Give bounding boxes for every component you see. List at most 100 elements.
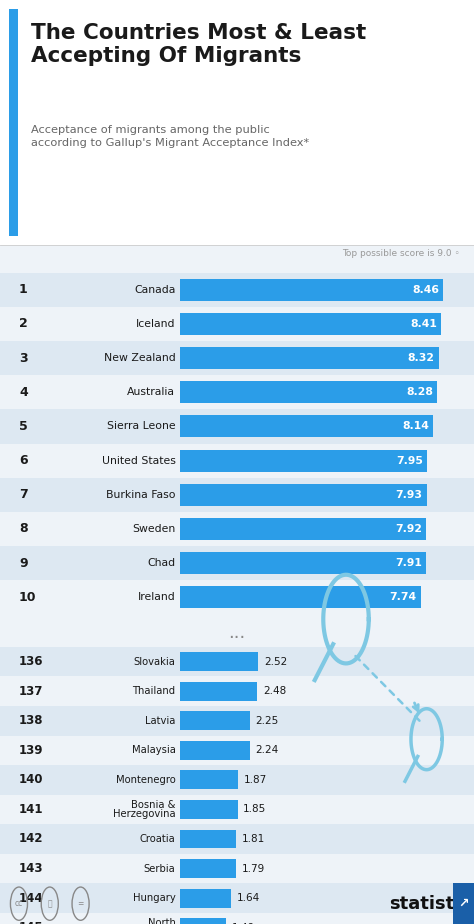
Text: 1.81: 1.81 <box>242 834 265 844</box>
Text: Acceptance of migrants among the public
according to Gallup's Migrant Acceptance: Acceptance of migrants among the public … <box>31 125 309 148</box>
Bar <box>180 382 438 403</box>
Bar <box>180 889 231 907</box>
Bar <box>180 553 426 574</box>
Text: 8.14: 8.14 <box>402 421 429 432</box>
Text: 7: 7 <box>19 488 27 502</box>
Text: 8.46: 8.46 <box>412 285 439 295</box>
Bar <box>180 518 426 540</box>
Text: Malaysia: Malaysia <box>131 746 175 755</box>
Text: =: = <box>77 899 84 908</box>
Text: Montenegro: Montenegro <box>116 775 175 784</box>
Bar <box>0 478 474 512</box>
Text: 141: 141 <box>19 803 44 816</box>
Bar <box>0 546 474 580</box>
Text: 10: 10 <box>19 590 36 604</box>
Bar <box>180 484 427 505</box>
Bar <box>180 416 433 437</box>
Text: New Zealand: New Zealand <box>104 353 175 363</box>
Text: 6: 6 <box>19 454 27 468</box>
Text: 138: 138 <box>19 714 44 727</box>
Text: 1.64: 1.64 <box>237 894 260 903</box>
Text: Top possible score is 9.0 ◦: Top possible score is 9.0 ◦ <box>342 249 460 259</box>
Text: 1.49: 1.49 <box>232 923 255 924</box>
Bar <box>180 859 236 878</box>
Bar <box>180 652 258 671</box>
Text: 3: 3 <box>19 351 27 365</box>
Bar <box>0 0 474 245</box>
Bar <box>0 444 474 478</box>
Bar <box>0 913 474 924</box>
Bar <box>0 736 474 765</box>
Bar <box>0 341 474 375</box>
Text: ...: ... <box>228 624 246 641</box>
Bar <box>180 771 238 789</box>
Text: 1.87: 1.87 <box>244 775 267 784</box>
Bar <box>180 450 427 471</box>
Bar <box>0 883 474 913</box>
Text: Latvia: Latvia <box>145 716 175 725</box>
Text: 136: 136 <box>19 655 44 668</box>
Bar <box>0 273 474 307</box>
Bar <box>180 682 257 700</box>
Bar <box>180 347 438 369</box>
Text: 5: 5 <box>19 419 27 433</box>
Text: 8.28: 8.28 <box>407 387 434 397</box>
Text: 2.48: 2.48 <box>263 687 286 696</box>
Bar <box>0 647 474 676</box>
Bar <box>180 313 441 334</box>
Text: 8: 8 <box>19 522 27 536</box>
Text: Iceland: Iceland <box>136 319 175 329</box>
Bar <box>0 854 474 883</box>
Text: Ireland: Ireland <box>137 592 175 602</box>
Bar <box>0 409 474 444</box>
Text: 144: 144 <box>19 892 44 905</box>
Text: Burkina Faso: Burkina Faso <box>106 490 175 500</box>
Text: 2.24: 2.24 <box>255 746 279 755</box>
Text: Thailand: Thailand <box>132 687 175 696</box>
Text: Bosnia &
Herzegovina: Bosnia & Herzegovina <box>113 800 175 819</box>
Bar <box>0 512 474 546</box>
Text: Hungary: Hungary <box>133 894 175 903</box>
Text: 9: 9 <box>19 556 27 570</box>
Text: Serbia: Serbia <box>144 864 175 873</box>
Bar <box>180 800 237 819</box>
Text: 145: 145 <box>19 921 44 924</box>
Text: United States: United States <box>101 456 175 466</box>
Text: 7.91: 7.91 <box>395 558 422 568</box>
Text: North
Macedonia: North Macedonia <box>121 918 175 924</box>
Text: 140: 140 <box>19 773 44 786</box>
Text: The Countries Most & Least
Accepting Of Migrants: The Countries Most & Least Accepting Of … <box>31 23 366 66</box>
Text: 2.25: 2.25 <box>255 716 279 725</box>
Bar <box>180 830 237 848</box>
Text: Slovakia: Slovakia <box>134 657 175 666</box>
Text: 142: 142 <box>19 833 44 845</box>
Text: 1.85: 1.85 <box>243 805 266 814</box>
Text: 1.79: 1.79 <box>241 864 264 873</box>
Text: Croatia: Croatia <box>140 834 175 844</box>
Bar <box>0 824 474 854</box>
Bar <box>0 580 474 614</box>
Text: statista: statista <box>389 894 466 913</box>
Text: 7.74: 7.74 <box>390 592 417 602</box>
Bar <box>0 375 474 409</box>
Bar <box>0 676 474 706</box>
Text: 139: 139 <box>19 744 44 757</box>
Text: ⓘ: ⓘ <box>47 899 52 908</box>
Text: cc: cc <box>15 899 23 908</box>
Text: 143: 143 <box>19 862 44 875</box>
Bar <box>180 587 420 608</box>
Bar <box>0 795 474 824</box>
Text: 1: 1 <box>19 283 27 297</box>
Text: 2.52: 2.52 <box>264 657 287 666</box>
Text: ↗: ↗ <box>458 897 468 910</box>
Bar <box>180 711 250 730</box>
Bar <box>0 706 474 736</box>
Text: 8.32: 8.32 <box>408 353 435 363</box>
Text: 4: 4 <box>19 385 27 399</box>
Text: 7.93: 7.93 <box>396 490 423 500</box>
Text: 2: 2 <box>19 317 27 331</box>
Text: 7.92: 7.92 <box>395 524 422 534</box>
Bar <box>180 279 443 300</box>
Text: 137: 137 <box>19 685 43 698</box>
Bar <box>9 9 18 236</box>
